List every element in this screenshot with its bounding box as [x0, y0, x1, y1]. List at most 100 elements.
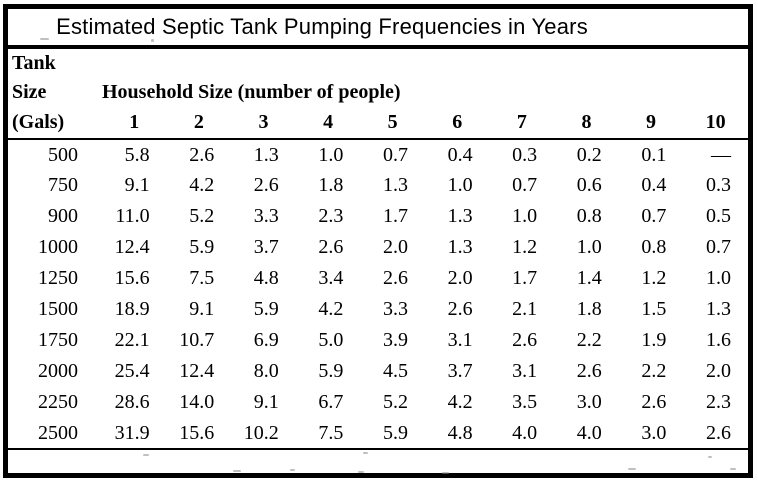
frequency-cell: 4.0 [554, 418, 619, 450]
frequency-cell: 0.1 [641, 143, 667, 166]
frequency-cell: 0.4 [447, 143, 473, 166]
frequency-cell: 2.6 [382, 267, 408, 289]
column-header-cell: 3 [231, 107, 296, 140]
table-row: 750 9.1 4.2 2.6 1.8 1.3 1.0 0.7 0.6 0.4 0.3 [8, 170, 748, 201]
frequency-cell: 2.6 [641, 391, 667, 413]
frequency-cell: 0.4 [641, 174, 667, 196]
frequency-cell: 2.3 [706, 391, 731, 413]
frequency-cell: 5.2 [189, 205, 215, 227]
frequency-cell: 1.3 [253, 143, 279, 166]
frequency-cell: 5.9 [189, 236, 215, 258]
frequency-cell: 3.5 [512, 391, 538, 413]
frequency-cell: 5.9 [360, 418, 425, 450]
frequency-cell: 4.2 [189, 174, 215, 196]
column-header-cell: 7 [489, 107, 555, 140]
frequency-cell: 2.6 [253, 174, 279, 196]
frequency-cell: 9.1 [124, 174, 150, 196]
header-spacer [102, 49, 748, 78]
frequency-cell: 0.7 [641, 205, 667, 227]
table-row: 1250 15.6 7.5 4.8 3.4 2.6 2.0 1.7 1.4 1.2 1.0 [8, 263, 748, 294]
frequency-cell: 1.3 [382, 174, 408, 196]
frequency-cell: 1.0 [318, 143, 344, 166]
scan-artifact [442, 472, 449, 474]
frequency-cell: 1.6 [706, 329, 731, 351]
frequency-cell: 12.4 [114, 236, 150, 258]
frequency-cell: 22.1 [114, 329, 150, 351]
frequency-cell: 2.6 [189, 143, 215, 166]
pumping-frequency-table: Tank Size Household Size (number of peop… [8, 49, 748, 450]
table-outer-frame: Estimated Septic Tank Pumping Frequencie… [3, 4, 753, 478]
scan-artifact [290, 469, 295, 471]
frequency-cell: 2.0 [447, 267, 473, 289]
header-row-size: Size Household Size (number of people) [8, 78, 748, 107]
table-row: 2250 28.6 14.0 9.1 6.7 5.2 4.2 3.5 3.0 2.6 2.3 [8, 387, 748, 418]
title-band: Estimated Septic Tank Pumping Frequencie… [8, 9, 748, 49]
corner-header-line3: (Gals) [8, 107, 102, 140]
frequency-cell: 0.7 [512, 174, 538, 196]
table-row: 1000 12.4 5.9 3.7 2.6 2.0 1.3 1.2 1.0 0.8 0.7 [8, 232, 748, 263]
frequency-cell: 2.2 [641, 360, 667, 382]
frequency-cell: 2.0 [382, 236, 408, 258]
corner-header-line2: Size [12, 81, 47, 103]
scan-artifact [730, 468, 736, 470]
frequency-cell: 25.4 [114, 360, 150, 382]
frequency-cell: 8.0 [253, 360, 279, 382]
frequency-cell: 5.0 [318, 329, 344, 351]
tank-size-cell: 1000 [38, 236, 78, 258]
frequency-cell: 0.3 [706, 174, 731, 196]
frequency-cell: 4.8 [424, 418, 490, 450]
frequency-cell: 10.7 [179, 329, 215, 351]
scan-artifact [358, 471, 364, 473]
tank-size-cell: 2250 [38, 391, 78, 413]
scan-artifact [40, 38, 49, 40]
table-header: Tank Size Household Size (number of peop… [8, 49, 748, 140]
scan-artifact [233, 470, 241, 472]
frequency-cell: 0.7 [382, 143, 408, 166]
frequency-cell: 3.3 [382, 298, 408, 320]
column-header-cell: 1 [102, 107, 167, 140]
frequency-cell: 3.4 [318, 267, 344, 289]
frequency-cell: 2.3 [318, 205, 344, 227]
frequency-cell: 5.2 [382, 391, 408, 413]
frequency-cell: 3.0 [576, 391, 602, 413]
header-row-tank: Tank [8, 49, 748, 78]
table-title: Estimated Septic Tank Pumping Frequencie… [56, 14, 588, 39]
frequency-cell: 1.2 [512, 236, 538, 258]
frequency-cell: 2.6 [576, 360, 602, 382]
table-row: 2500 31.9 15.6 10.2 7.5 5.9 4.8 4.0 4.0 3.0 2.6 [8, 418, 748, 450]
frequency-cell: — [711, 143, 731, 166]
group-header: Household Size (number of people) [102, 81, 401, 103]
frequency-cell: 1.0 [576, 236, 602, 258]
frequency-cell: 1.7 [512, 267, 538, 289]
frequency-cell: 15.6 [166, 418, 232, 450]
frequency-cell: 1.7 [382, 205, 408, 227]
table-row: 1500 18.9 9.1 5.9 4.2 3.3 2.6 2.1 1.8 1.5 1.3 [8, 294, 748, 325]
column-header-cell: 8 [554, 107, 619, 140]
frequency-cell: 3.9 [382, 329, 408, 351]
frequency-cell: 3.7 [447, 360, 473, 382]
tank-size-cell: 900 [48, 205, 78, 227]
scan-artifact [143, 454, 149, 456]
frequency-cell: 7.5 [189, 267, 215, 289]
frequency-cell: 5.8 [124, 143, 150, 166]
column-header-cell: 9 [618, 107, 684, 140]
scan-artifact [628, 468, 636, 470]
table-row: 500 5.8 2.6 1.3 1.0 0.7 0.4 0.3 0.2 0.1 — [8, 139, 748, 170]
frequency-cell: 0.6 [576, 174, 602, 196]
frequency-cell: 0.7 [706, 236, 731, 258]
frequency-cell: 4.5 [382, 360, 408, 382]
bottom-strip [8, 450, 748, 477]
frequency-cell: 11.0 [115, 205, 150, 227]
frequency-cell: 1.4 [576, 267, 602, 289]
frequency-cell: 1.2 [641, 267, 667, 289]
frequency-cell: 6.7 [318, 391, 344, 413]
column-header-row: (Gals) 1 2 3 4 5 6 7 8 9 10 [8, 107, 748, 140]
frequency-cell: 2.6 [447, 298, 473, 320]
table-row: 1750 22.1 10.7 6.9 5.0 3.9 3.1 2.6 2.2 1.9 1.6 [8, 325, 748, 356]
frequency-cell: 1.3 [447, 205, 473, 227]
scan-artifact [708, 456, 712, 458]
table-row: 2000 25.4 12.4 8.0 5.9 4.5 3.7 3.1 2.6 2.2 2.0 [8, 356, 748, 387]
frequency-cell: 5.9 [318, 360, 344, 382]
frequency-cell: 9.1 [253, 391, 279, 413]
frequency-cell: 2.1 [512, 298, 538, 320]
